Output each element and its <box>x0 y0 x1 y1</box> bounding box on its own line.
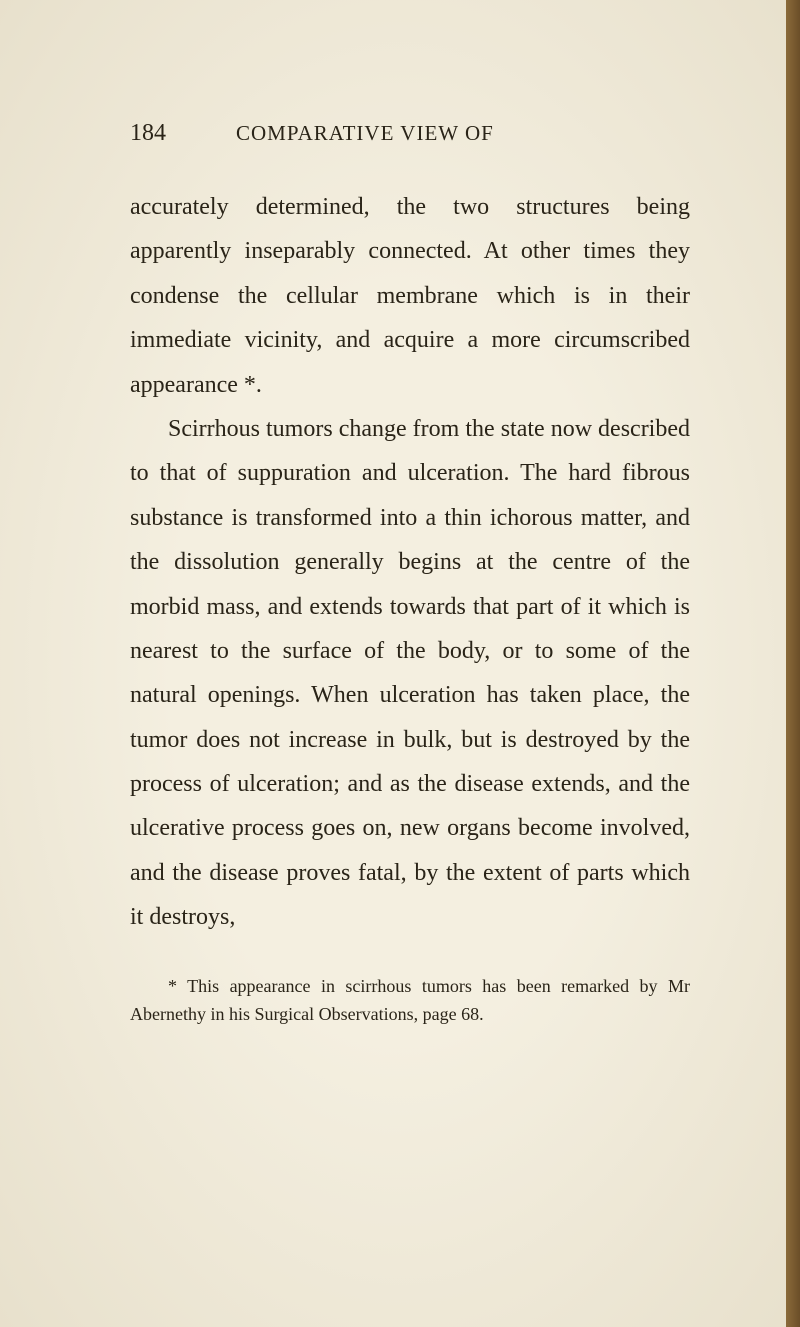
page-number: 184 <box>130 120 166 147</box>
footnote: * This appearance in scirrhous tumors ha… <box>130 972 690 1030</box>
body-text: accurately determined, the two structure… <box>130 185 690 940</box>
page-header: 184 COMPARATIVE VIEW OF <box>130 120 690 147</box>
paragraph-2: Scirrhous tumors change from the state n… <box>130 407 690 940</box>
page-title: COMPARATIVE VIEW OF <box>236 121 494 146</box>
page-content: 184 COMPARATIVE VIEW OF accurately deter… <box>0 0 800 1327</box>
paragraph-1: accurately determined, the two structure… <box>130 185 690 407</box>
